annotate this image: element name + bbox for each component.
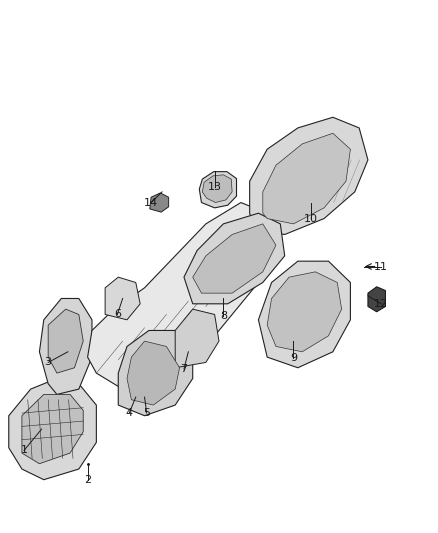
Polygon shape [150, 193, 169, 212]
Polygon shape [127, 341, 180, 405]
Polygon shape [175, 309, 219, 368]
Text: 2: 2 [84, 475, 91, 484]
Polygon shape [118, 330, 193, 416]
Text: 7: 7 [180, 364, 187, 374]
Text: 8: 8 [220, 311, 227, 320]
Text: 10: 10 [304, 214, 318, 223]
Text: 14: 14 [144, 198, 158, 207]
Polygon shape [202, 175, 232, 203]
Polygon shape [22, 394, 83, 464]
Text: 11: 11 [374, 262, 388, 271]
Polygon shape [368, 287, 385, 312]
Text: 1: 1 [21, 446, 28, 455]
Text: 4: 4 [126, 408, 133, 418]
Polygon shape [105, 277, 140, 320]
Polygon shape [267, 272, 342, 352]
Polygon shape [88, 203, 280, 389]
Text: 6: 6 [114, 310, 121, 319]
Text: 9: 9 [290, 353, 297, 363]
Polygon shape [48, 309, 83, 373]
Polygon shape [258, 261, 350, 368]
Text: 5: 5 [143, 408, 150, 418]
Polygon shape [39, 298, 92, 394]
Text: 13: 13 [208, 182, 222, 191]
Polygon shape [9, 378, 96, 480]
Polygon shape [199, 172, 237, 208]
Polygon shape [193, 224, 276, 293]
Polygon shape [250, 117, 368, 235]
Polygon shape [263, 133, 350, 224]
Text: 12: 12 [374, 299, 388, 309]
Text: 3: 3 [45, 358, 52, 367]
Polygon shape [184, 213, 285, 304]
